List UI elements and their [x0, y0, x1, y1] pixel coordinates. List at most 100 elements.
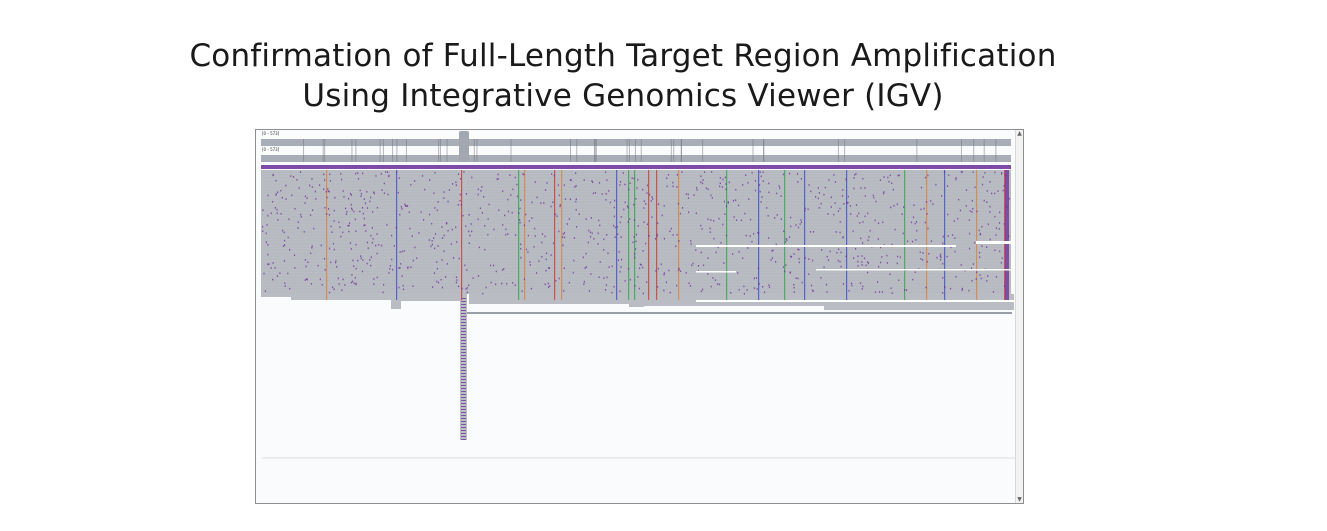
- insertion-marker: [638, 267, 641, 270]
- insertion-marker: [989, 211, 991, 213]
- insertion-marker: [574, 186, 576, 188]
- insertion-marker: [1000, 262, 1002, 264]
- insertion-marker: [1005, 174, 1007, 177]
- insertion-marker: [414, 246, 416, 249]
- insertion-marker: [916, 229, 918, 232]
- mismatch-column: [561, 170, 563, 300]
- insertion-marker: [614, 236, 616, 238]
- insertion-marker: [272, 174, 274, 177]
- insertion-marker: [545, 258, 547, 261]
- insertion-marker: [512, 282, 514, 284]
- insertion-marker: [795, 277, 797, 279]
- insertion-marker: [779, 187, 781, 189]
- insertion-marker: [861, 255, 863, 257]
- insertion-marker: [428, 213, 431, 216]
- insertion-marker: [839, 231, 841, 234]
- insertion-marker: [650, 200, 652, 202]
- scroll-down-icon[interactable]: ▼: [1017, 496, 1022, 503]
- insertion-marker: [285, 198, 287, 200]
- alignment-canvas[interactable]: [256, 130, 1016, 503]
- insertion-marker: [514, 176, 516, 179]
- insertion-marker: [319, 278, 321, 281]
- insertion-marker: [498, 209, 500, 211]
- coverage-tick: [438, 139, 440, 162]
- insertion-marker: [772, 249, 774, 252]
- insertion-marker: [553, 174, 555, 177]
- insertion-marker: [294, 267, 296, 269]
- insertion-marker: [410, 184, 412, 186]
- spike-insertion: [461, 307, 466, 308]
- insertion-marker: [395, 171, 398, 173]
- insertion-marker: [520, 256, 522, 259]
- insertion-marker: [981, 183, 984, 186]
- insertion-marker: [661, 214, 663, 217]
- insertion-marker: [357, 259, 359, 262]
- insertion-marker: [762, 180, 764, 182]
- insertion-marker: [733, 216, 735, 218]
- insertion-marker: [999, 211, 1001, 214]
- insertion-marker: [1001, 172, 1003, 174]
- mismatch-column: [976, 170, 978, 300]
- insertion-marker: [702, 264, 705, 267]
- insertion-marker: [696, 189, 698, 191]
- insertion-marker: [321, 284, 323, 286]
- insertion-marker: [759, 190, 761, 193]
- mismatch-column: [656, 170, 658, 300]
- insertion-marker: [559, 204, 561, 206]
- insertion-marker: [357, 172, 359, 174]
- insertion-marker: [342, 231, 344, 234]
- insertion-marker: [434, 233, 437, 235]
- insertion-marker: [276, 208, 278, 211]
- insertion-marker: [272, 200, 274, 203]
- insertion-marker: [523, 173, 525, 176]
- insertion-marker: [881, 291, 884, 293]
- insertion-marker: [370, 234, 372, 237]
- insertion-marker: [373, 192, 375, 195]
- insertion-marker: [879, 261, 882, 264]
- insertion-marker: [762, 285, 764, 288]
- insertion-marker: [907, 240, 909, 243]
- insertion-marker: [350, 203, 352, 206]
- insertion-marker: [477, 188, 479, 191]
- insertion-marker: [768, 286, 771, 289]
- insertion-marker: [758, 184, 761, 186]
- insertion-marker: [501, 282, 503, 285]
- vertical-scrollbar[interactable]: ▲ ▼: [1015, 130, 1023, 503]
- insertion-marker: [838, 248, 840, 251]
- insertion-marker: [748, 198, 750, 200]
- insertion-marker: [789, 216, 792, 219]
- insertion-marker: [355, 172, 357, 175]
- insertion-marker: [651, 216, 653, 219]
- pileup-edge-block: [391, 294, 401, 309]
- insertion-marker: [501, 269, 504, 271]
- igv-alignment-viewer[interactable]: [0 - 573] [0 - 573] ▲ ▼: [255, 129, 1024, 504]
- insertion-marker: [389, 264, 392, 267]
- insertion-marker: [329, 180, 331, 182]
- insertion-marker: [912, 216, 915, 219]
- mismatch-column: [926, 170, 928, 300]
- insertion-marker: [376, 233, 378, 235]
- insertion-marker: [437, 281, 440, 284]
- insertion-marker: [328, 190, 330, 193]
- insertion-marker: [569, 179, 571, 181]
- insertion-marker: [619, 290, 621, 293]
- insertion-marker: [782, 266, 785, 269]
- insertion-marker: [436, 261, 438, 263]
- insertion-marker: [447, 200, 449, 203]
- insertion-marker: [620, 258, 623, 261]
- coverage-tick: [594, 139, 596, 162]
- coverage-tick: [640, 139, 642, 162]
- insertion-marker: [363, 198, 365, 200]
- scroll-up-icon[interactable]: ▲: [1017, 130, 1022, 137]
- insertion-marker: [420, 211, 422, 214]
- mismatch-column: [784, 170, 786, 300]
- insertion-marker: [847, 195, 849, 198]
- insertion-marker: [399, 267, 401, 269]
- spike-insertion: [461, 430, 466, 431]
- insertion-marker: [663, 237, 666, 240]
- insertion-marker: [767, 214, 769, 217]
- insertion-marker: [422, 219, 425, 221]
- insertion-marker: [416, 257, 418, 260]
- insertion-marker: [797, 277, 799, 280]
- insertion-marker: [388, 272, 390, 274]
